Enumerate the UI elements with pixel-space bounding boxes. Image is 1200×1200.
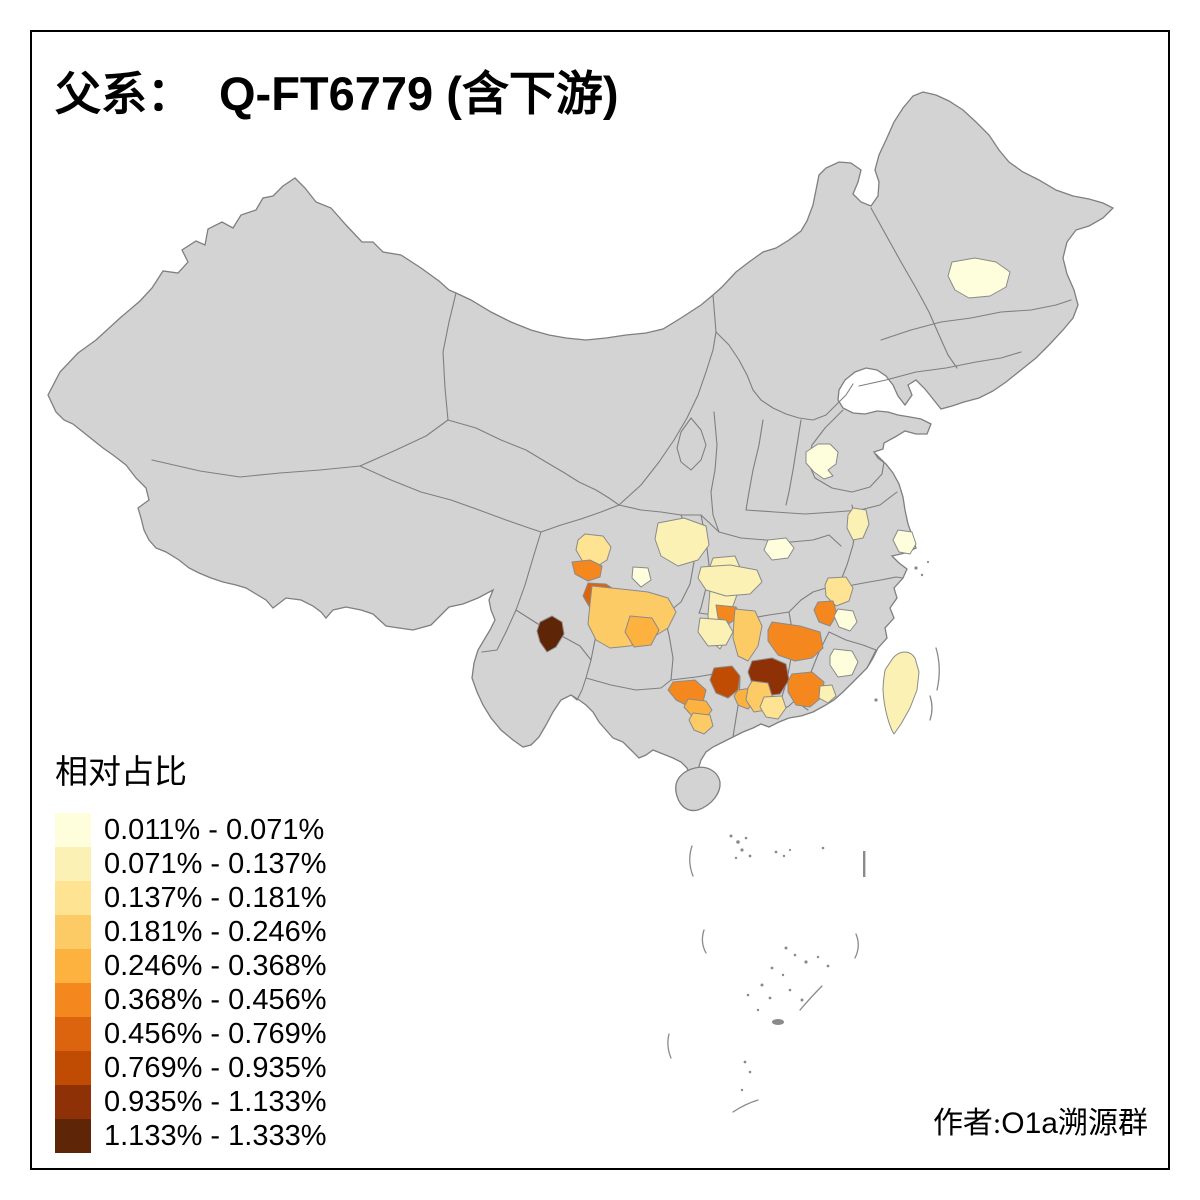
prefecture-region [654,517,710,567]
south-china-sea-islands [667,560,940,1113]
legend-swatch [55,1119,91,1153]
legend-swatch [55,881,91,915]
prefecture-region [709,665,741,699]
prefecture-region [536,615,565,653]
legend-row: 0.246% - 0.368% [55,949,326,983]
legend-range-label: 0.456% - 0.769% [104,1017,327,1050]
prefecture-region [697,564,763,597]
legend-swatch [55,1085,91,1119]
legend-row: 1.133% - 1.333% [55,1119,326,1153]
legend-range-label: 0.769% - 0.935% [104,1051,327,1084]
legend-range-label: 0.935% - 1.133% [104,1085,327,1118]
legend-row: 0.935% - 1.133% [55,1085,326,1119]
prefecture-region [697,617,734,647]
legend-swatch [55,915,91,949]
legend-row: 0.769% - 0.935% [55,1051,326,1085]
prefecture-region [688,712,714,735]
legend-range-label: 0.137% - 0.181% [104,881,327,914]
legend-row: 0.137% - 0.181% [55,881,326,915]
prefecture-region [892,529,917,555]
legend-range-label: 0.071% - 0.137% [104,847,327,880]
legend-swatch [55,1017,91,1051]
legend-range-label: 0.011% - 0.071% [104,813,325,846]
prefecture-region [767,621,824,662]
region-taiwan [882,651,920,735]
legend-range-label: 0.368% - 0.456% [104,983,327,1016]
credit-prefix: 作者: [932,1107,1002,1140]
prefecture-region [818,684,837,704]
prefecture-region [571,559,603,582]
legend-swatch [55,847,91,881]
legend-swatch [55,813,91,847]
title-label-paternal: 父系： [55,69,193,120]
legend-row: 0.181% - 0.246% [55,915,326,949]
prefecture-region [631,566,652,588]
legend-range-label: 0.246% - 0.368% [104,949,327,982]
legend-swatch [55,1051,91,1085]
prefecture-region [759,695,787,720]
prefecture-region [829,648,859,678]
credit-group-cjk: 溯源群 [1058,1107,1148,1140]
prefecture-region-beijing [805,443,839,480]
legend-row: 0.071% - 0.137% [55,847,326,881]
legend-row: 0.368% - 0.456% [55,983,326,1017]
prefecture-region [763,537,795,561]
prefecture-region [846,507,870,541]
author-credit: 作者:O1a溯源群 [933,1098,1148,1142]
prefecture-region [732,608,763,662]
legend-row: 0.456% - 0.769% [55,1017,326,1051]
legend-row: 0.011% - 0.071% [55,813,326,847]
title-haplogroup-code: Q-FT6779 (含下游) [219,67,619,120]
legend-range-label: 1.133% - 1.333% [104,1119,327,1152]
prefecture-region [824,576,854,607]
legend-swatch [55,949,91,983]
prefecture-region-harbin [947,257,1011,299]
credit-group-latin: O1a [1001,1107,1058,1140]
hainan-island [675,766,721,812]
legend-title: 相对占比 [55,755,187,791]
prefecture-regions [536,257,1011,735]
legend-rows: 0.011% - 0.071% 0.071% - 0.137% 0.137% - 0… [55,813,326,1153]
prefecture-region [813,600,838,627]
legend-range-label: 0.181% - 0.246% [104,915,327,948]
prefecture-region [624,615,660,648]
legend: 相对占比 0.011% - 0.071% 0.071% - 0.137% 0.137… [55,745,326,1153]
legend-swatch [55,983,91,1017]
map-title: 父系： Q-FT6779 (含下游) [55,55,619,124]
prefecture-region [833,608,858,632]
china-landmass [47,91,1115,790]
prefecture-region [787,671,825,708]
